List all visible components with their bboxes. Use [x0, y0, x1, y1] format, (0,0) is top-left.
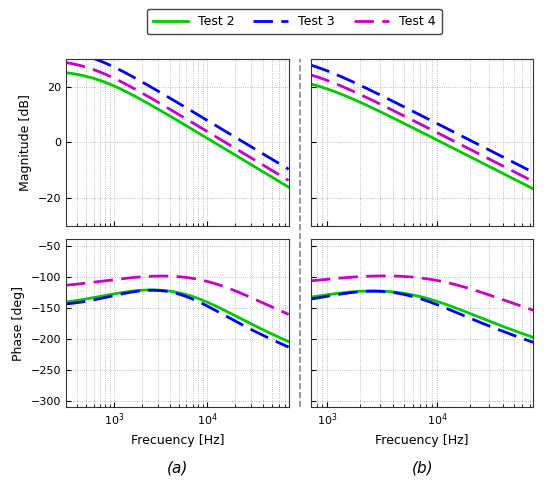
Y-axis label: Magnitude [dB]: Magnitude [dB] — [19, 94, 32, 191]
Legend: Test 2, Test 3, Test 4: Test 2, Test 3, Test 4 — [147, 9, 442, 34]
Y-axis label: Phase [deg]: Phase [deg] — [12, 286, 25, 361]
Text: (a): (a) — [167, 460, 188, 475]
Text: (b): (b) — [411, 460, 433, 475]
X-axis label: Frecuency [Hz]: Frecuency [Hz] — [376, 434, 469, 447]
X-axis label: Frecuency [Hz]: Frecuency [Hz] — [130, 434, 224, 447]
